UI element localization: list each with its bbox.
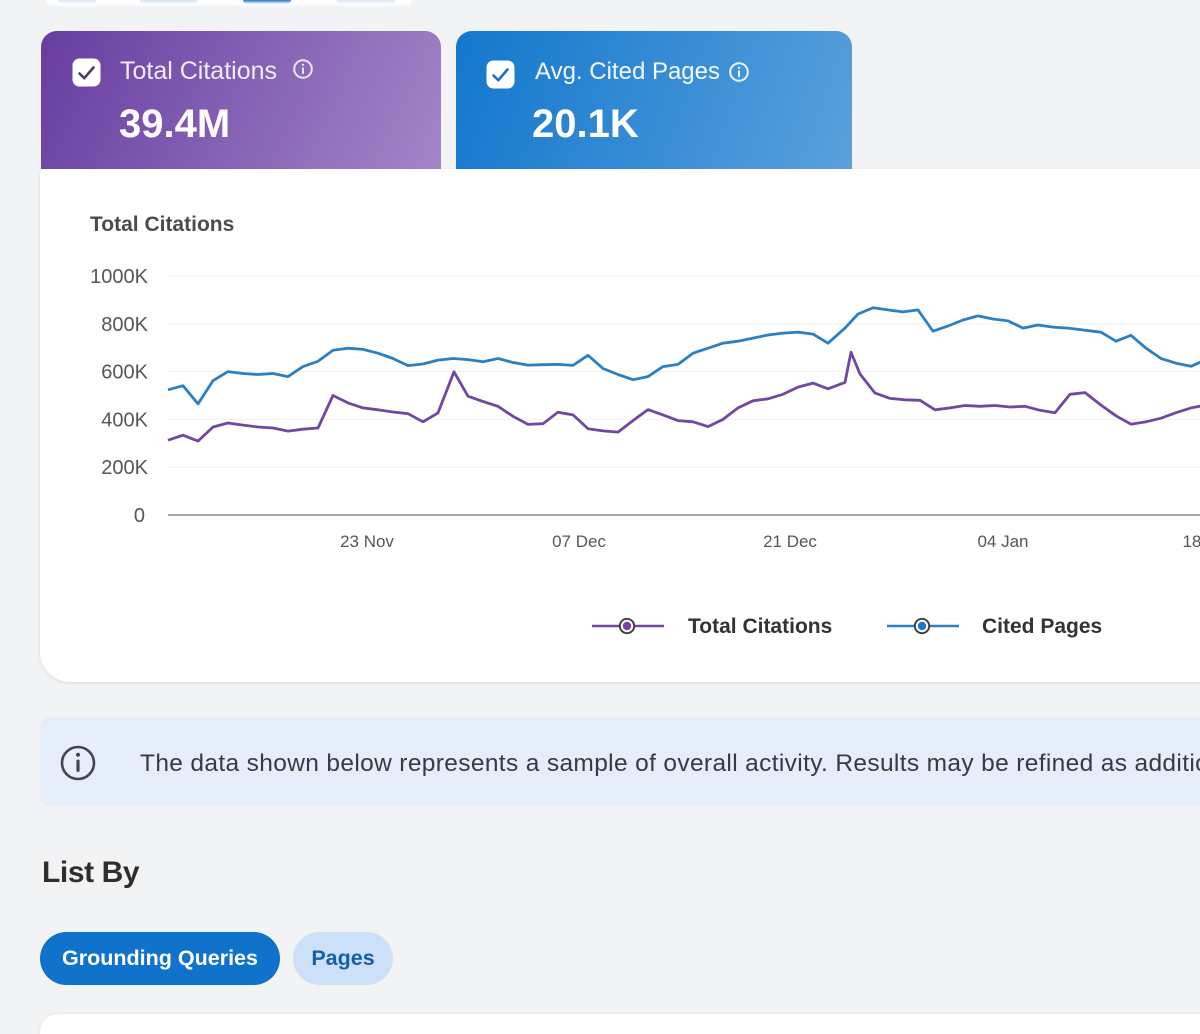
svg-text:1000K: 1000K <box>90 266 148 288</box>
svg-text:23 Nov: 23 Nov <box>340 532 394 551</box>
svg-text:04 Jan: 04 Jan <box>977 532 1028 551</box>
svg-text:18 Jan: 18 Jan <box>1182 532 1200 551</box>
svg-text:07 Dec: 07 Dec <box>552 532 606 551</box>
svg-text:400K: 400K <box>101 409 148 431</box>
svg-text:200K: 200K <box>101 457 148 479</box>
svg-text:0: 0 <box>134 505 145 527</box>
svg-text:600K: 600K <box>101 362 148 384</box>
svg-text:800K: 800K <box>101 314 148 336</box>
svg-text:21 Dec: 21 Dec <box>763 532 817 551</box>
